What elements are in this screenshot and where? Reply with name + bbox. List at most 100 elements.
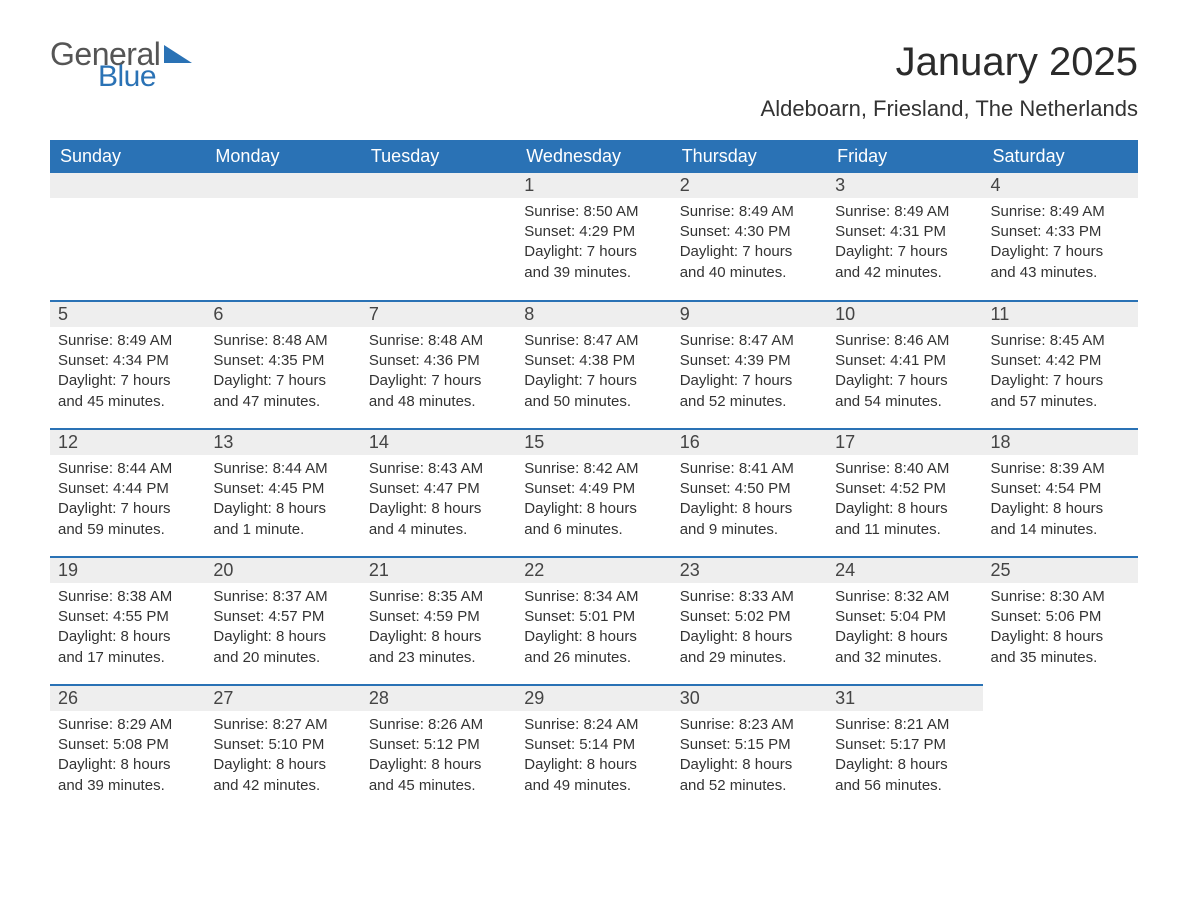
day-body (205, 198, 360, 210)
day-body: Sunrise: 8:27 AMSunset: 5:10 PMDaylight:… (205, 711, 360, 804)
logo-text-blue: Blue (98, 63, 192, 90)
day-body: Sunrise: 8:38 AMSunset: 4:55 PMDaylight:… (50, 583, 205, 676)
day-daylight-line1: Daylight: 8 hours (213, 755, 352, 775)
weekday-header: Saturday (983, 140, 1138, 173)
day-number (205, 173, 360, 198)
day-body: Sunrise: 8:41 AMSunset: 4:50 PMDaylight:… (672, 455, 827, 548)
day-sunset: Sunset: 4:33 PM (991, 222, 1130, 242)
calendar-day-cell: 31Sunrise: 8:21 AMSunset: 5:17 PMDayligh… (827, 685, 982, 813)
day-sunset: Sunset: 4:44 PM (58, 479, 197, 499)
calendar-day-cell: 7Sunrise: 8:48 AMSunset: 4:36 PMDaylight… (361, 301, 516, 429)
day-daylight-line2: and 57 minutes. (991, 392, 1130, 412)
day-number: 31 (827, 686, 982, 711)
day-daylight-line1: Daylight: 8 hours (369, 755, 508, 775)
day-sunrise: Sunrise: 8:23 AM (680, 715, 819, 735)
calendar-day-cell: 11Sunrise: 8:45 AMSunset: 4:42 PMDayligh… (983, 301, 1138, 429)
calendar-day-cell: 14Sunrise: 8:43 AMSunset: 4:47 PMDayligh… (361, 429, 516, 557)
day-sunset: Sunset: 5:15 PM (680, 735, 819, 755)
day-daylight-line2: and 39 minutes. (524, 263, 663, 283)
day-number: 18 (983, 430, 1138, 455)
day-sunrise: Sunrise: 8:38 AM (58, 587, 197, 607)
calendar-table: SundayMondayTuesdayWednesdayThursdayFrid… (50, 140, 1138, 813)
day-sunset: Sunset: 4:34 PM (58, 351, 197, 371)
day-sunrise: Sunrise: 8:50 AM (524, 202, 663, 222)
calendar-week: 19Sunrise: 8:38 AMSunset: 4:55 PMDayligh… (50, 557, 1138, 685)
day-body: Sunrise: 8:32 AMSunset: 5:04 PMDaylight:… (827, 583, 982, 676)
calendar-day-cell: 25Sunrise: 8:30 AMSunset: 5:06 PMDayligh… (983, 557, 1138, 685)
calendar-day-cell: 4Sunrise: 8:49 AMSunset: 4:33 PMDaylight… (983, 173, 1138, 301)
day-daylight-line2: and 39 minutes. (58, 776, 197, 796)
calendar-day-cell: 21Sunrise: 8:35 AMSunset: 4:59 PMDayligh… (361, 557, 516, 685)
day-body: Sunrise: 8:45 AMSunset: 4:42 PMDaylight:… (983, 327, 1138, 420)
day-number: 30 (672, 686, 827, 711)
calendar-week: 1Sunrise: 8:50 AMSunset: 4:29 PMDaylight… (50, 173, 1138, 301)
day-number: 24 (827, 558, 982, 583)
day-body (50, 198, 205, 210)
day-body: Sunrise: 8:47 AMSunset: 4:38 PMDaylight:… (516, 327, 671, 420)
day-daylight-line2: and 45 minutes. (369, 776, 508, 796)
weekday-header: Tuesday (361, 140, 516, 173)
day-daylight-line1: Daylight: 7 hours (835, 242, 974, 262)
day-body: Sunrise: 8:37 AMSunset: 4:57 PMDaylight:… (205, 583, 360, 676)
day-daylight-line2: and 26 minutes. (524, 648, 663, 668)
day-daylight-line2: and 14 minutes. (991, 520, 1130, 540)
day-body: Sunrise: 8:47 AMSunset: 4:39 PMDaylight:… (672, 327, 827, 420)
day-number: 13 (205, 430, 360, 455)
day-daylight-line1: Daylight: 8 hours (680, 627, 819, 647)
calendar-day-cell: 2Sunrise: 8:49 AMSunset: 4:30 PMDaylight… (672, 173, 827, 301)
day-daylight-line1: Daylight: 8 hours (58, 627, 197, 647)
day-sunrise: Sunrise: 8:44 AM (58, 459, 197, 479)
day-sunset: Sunset: 4:50 PM (680, 479, 819, 499)
day-body: Sunrise: 8:29 AMSunset: 5:08 PMDaylight:… (50, 711, 205, 804)
day-daylight-line1: Daylight: 7 hours (991, 242, 1130, 262)
day-sunset: Sunset: 4:30 PM (680, 222, 819, 242)
day-number (983, 685, 1138, 710)
day-daylight-line1: Daylight: 8 hours (213, 499, 352, 519)
day-number: 16 (672, 430, 827, 455)
day-daylight-line1: Daylight: 8 hours (991, 499, 1130, 519)
weekday-header: Sunday (50, 140, 205, 173)
day-sunrise: Sunrise: 8:46 AM (835, 331, 974, 351)
day-sunrise: Sunrise: 8:47 AM (524, 331, 663, 351)
day-sunrise: Sunrise: 8:34 AM (524, 587, 663, 607)
day-number: 27 (205, 686, 360, 711)
calendar-day-cell: 19Sunrise: 8:38 AMSunset: 4:55 PMDayligh… (50, 557, 205, 685)
day-sunrise: Sunrise: 8:44 AM (213, 459, 352, 479)
day-daylight-line1: Daylight: 7 hours (524, 242, 663, 262)
day-body: Sunrise: 8:26 AMSunset: 5:12 PMDaylight:… (361, 711, 516, 804)
day-body: Sunrise: 8:40 AMSunset: 4:52 PMDaylight:… (827, 455, 982, 548)
day-sunset: Sunset: 4:41 PM (835, 351, 974, 371)
day-daylight-line2: and 50 minutes. (524, 392, 663, 412)
calendar-day-cell: 23Sunrise: 8:33 AMSunset: 5:02 PMDayligh… (672, 557, 827, 685)
day-number: 5 (50, 302, 205, 327)
day-sunrise: Sunrise: 8:41 AM (680, 459, 819, 479)
day-daylight-line2: and 23 minutes. (369, 648, 508, 668)
day-number: 19 (50, 558, 205, 583)
day-daylight-line1: Daylight: 8 hours (524, 499, 663, 519)
calendar-day-cell: 30Sunrise: 8:23 AMSunset: 5:15 PMDayligh… (672, 685, 827, 813)
day-number: 1 (516, 173, 671, 198)
day-sunset: Sunset: 4:38 PM (524, 351, 663, 371)
day-daylight-line1: Daylight: 7 hours (524, 371, 663, 391)
day-body: Sunrise: 8:50 AMSunset: 4:29 PMDaylight:… (516, 198, 671, 291)
day-sunrise: Sunrise: 8:30 AM (991, 587, 1130, 607)
day-sunrise: Sunrise: 8:49 AM (835, 202, 974, 222)
day-number: 21 (361, 558, 516, 583)
day-number: 3 (827, 173, 982, 198)
day-sunrise: Sunrise: 8:42 AM (524, 459, 663, 479)
day-body: Sunrise: 8:46 AMSunset: 4:41 PMDaylight:… (827, 327, 982, 420)
day-sunrise: Sunrise: 8:27 AM (213, 715, 352, 735)
day-daylight-line1: Daylight: 8 hours (369, 627, 508, 647)
day-daylight-line1: Daylight: 8 hours (991, 627, 1130, 647)
day-daylight-line2: and 20 minutes. (213, 648, 352, 668)
day-sunrise: Sunrise: 8:49 AM (680, 202, 819, 222)
day-sunrise: Sunrise: 8:45 AM (991, 331, 1130, 351)
calendar-day-cell: 26Sunrise: 8:29 AMSunset: 5:08 PMDayligh… (50, 685, 205, 813)
day-sunrise: Sunrise: 8:32 AM (835, 587, 974, 607)
day-daylight-line1: Daylight: 8 hours (369, 499, 508, 519)
day-body (983, 710, 1138, 722)
day-number: 6 (205, 302, 360, 327)
day-sunset: Sunset: 4:31 PM (835, 222, 974, 242)
day-sunrise: Sunrise: 8:40 AM (835, 459, 974, 479)
calendar-day-cell: 9Sunrise: 8:47 AMSunset: 4:39 PMDaylight… (672, 301, 827, 429)
